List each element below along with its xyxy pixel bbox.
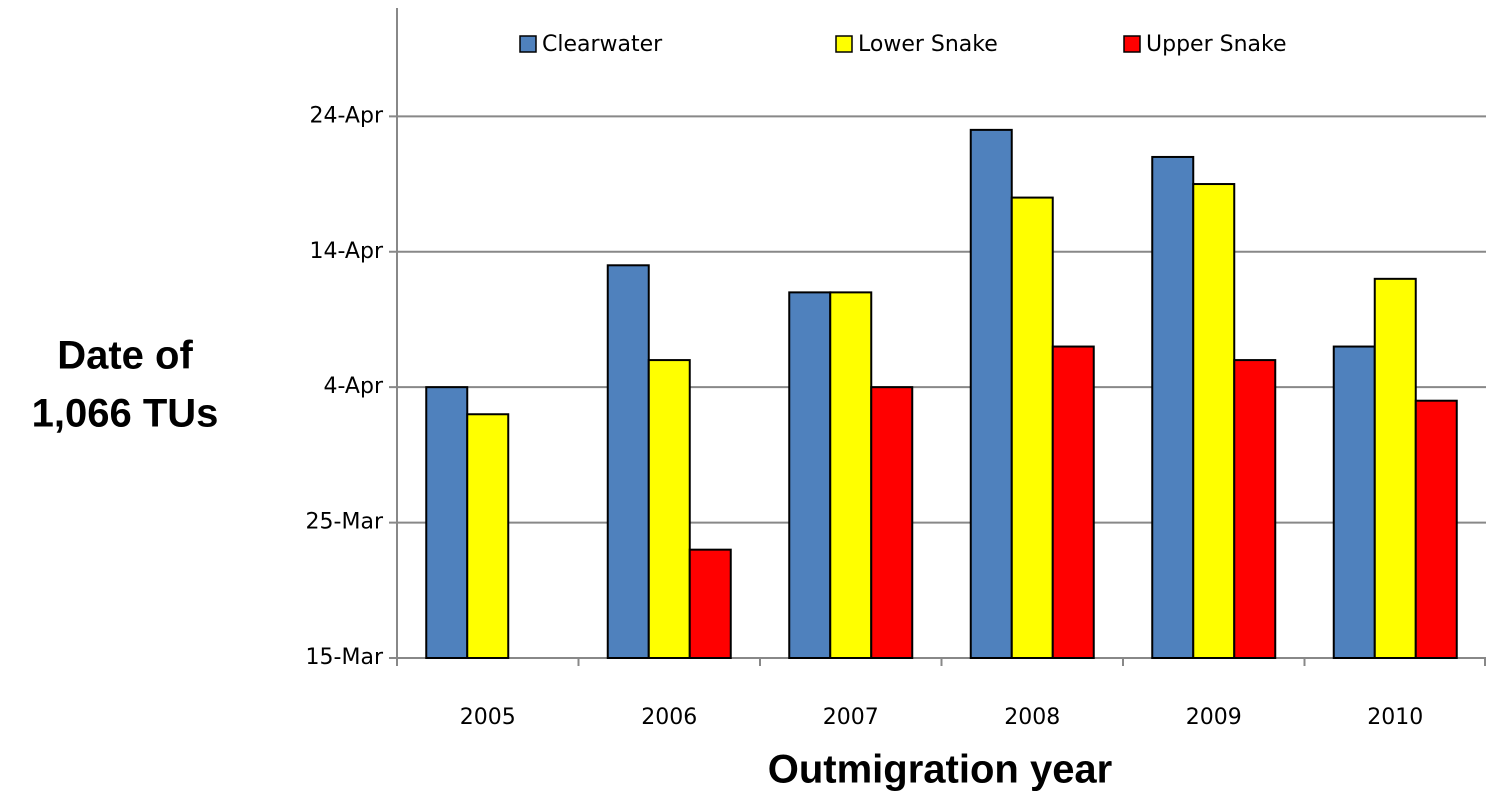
legend-label: Lower Snake — [858, 32, 998, 57]
bar — [969, 128, 1013, 659]
legend-label: Upper Snake — [1146, 32, 1287, 57]
x-tick-label: 2007 — [823, 705, 879, 730]
bar — [1414, 399, 1458, 659]
bar — [1332, 345, 1376, 659]
bar — [606, 264, 650, 659]
y-tick-label: 4-Apr — [323, 374, 383, 399]
y-tick-label: 25-Mar — [306, 510, 384, 535]
legend-swatch — [835, 35, 853, 53]
y-tick-label: 15-Mar — [306, 645, 384, 670]
legend-swatch — [519, 35, 537, 53]
bar — [425, 386, 469, 659]
bar — [1373, 277, 1417, 659]
x-tick-label: 2008 — [1004, 705, 1060, 730]
bar — [688, 548, 732, 660]
legend-swatch — [1123, 35, 1141, 53]
y-axis-title: 1,066 TUs — [32, 392, 219, 436]
x-tick-label: 2005 — [460, 705, 516, 730]
bar — [1051, 345, 1095, 659]
x-tick-label: 2010 — [1367, 705, 1423, 730]
x-axis-title: Outmigration year — [768, 748, 1113, 792]
y-tick-label: 14-Apr — [309, 239, 383, 264]
bar — [647, 359, 691, 659]
y-axis-title: Date of — [57, 334, 193, 378]
bar — [1192, 183, 1236, 660]
bar — [1151, 155, 1195, 659]
bar — [466, 413, 510, 659]
legend-label: Clearwater — [542, 32, 663, 57]
bar — [829, 291, 873, 659]
bar — [788, 291, 832, 659]
y-tick-label: 24-Apr — [309, 103, 383, 128]
x-tick-label: 2006 — [641, 705, 697, 730]
x-tick-label: 2009 — [1186, 705, 1242, 730]
bar — [1233, 359, 1277, 659]
bar — [870, 386, 914, 659]
bar — [1010, 196, 1054, 659]
